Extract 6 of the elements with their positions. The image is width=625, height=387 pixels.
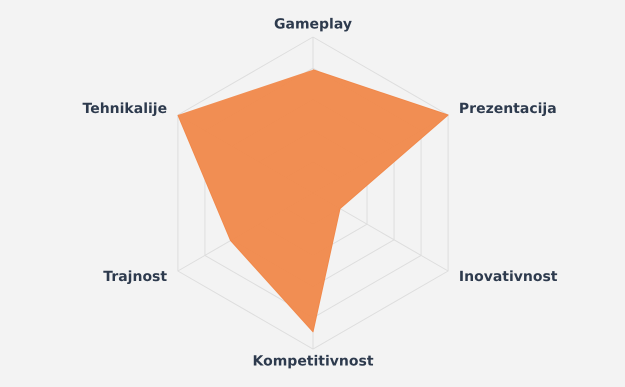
spoke-label: Kompetitivnost <box>252 353 374 370</box>
spoke-label: Trajnost <box>103 269 168 286</box>
spoke-label: Prezentacija <box>458 100 557 117</box>
spoke-label: Tehnikalije <box>82 100 168 117</box>
spoke-label: Gameplay <box>274 16 352 33</box>
spoke-label: Inovativnost <box>458 269 558 286</box>
